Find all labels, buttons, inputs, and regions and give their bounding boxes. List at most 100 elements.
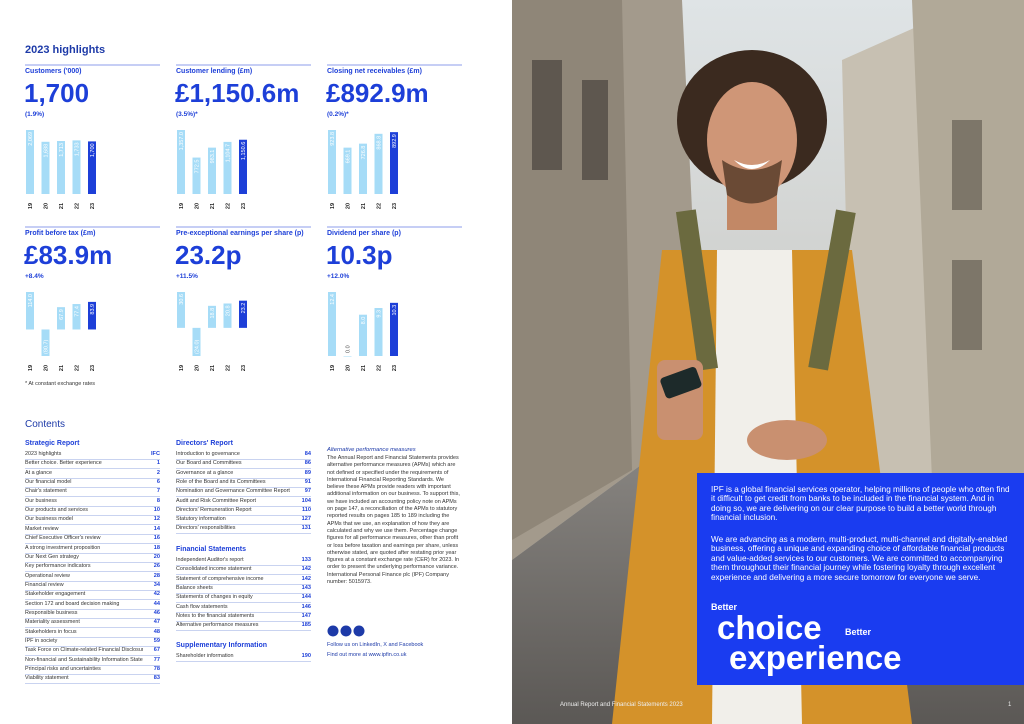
row-rule <box>25 543 160 545</box>
bar <box>177 130 185 194</box>
bar <box>239 139 247 194</box>
contents-page: 67 <box>153 647 160 654</box>
value-label: 0.0 <box>346 345 352 353</box>
contents-item: Our Next Gen strategy <box>25 553 79 560</box>
value-label: 23.2 <box>241 303 247 314</box>
contents-item: Governance at a glance <box>176 469 234 476</box>
row-rule <box>176 486 311 488</box>
page-number: 1 <box>1008 702 1012 708</box>
contents-page: 47 <box>153 619 160 626</box>
category-label: 21 <box>210 365 216 371</box>
contents-page: 16 <box>153 535 160 542</box>
footer-report: Annual Report and Financial Statements 2… <box>560 702 683 708</box>
contents-page: 83 <box>153 675 160 682</box>
contents-item: Introduction to governance <box>176 451 240 457</box>
contents-item: Market review <box>25 525 59 532</box>
contents-item: IPF in society <box>25 638 58 644</box>
contents-page: 46 <box>153 609 160 616</box>
bar <box>328 292 336 356</box>
contents-item: At a glance <box>25 469 52 476</box>
bar <box>223 141 232 194</box>
row-rule <box>176 574 311 576</box>
contents-item: Task Force on Climate-related Financial … <box>25 647 143 654</box>
bar <box>57 307 65 330</box>
value-label: 1,688 <box>44 144 50 158</box>
contents-page: 12 <box>153 516 160 523</box>
contents-item: Responsible business <box>25 609 78 616</box>
contents-item: Non-financial and Sustainability Informa… <box>25 656 143 663</box>
value-label: 12.4 <box>330 294 336 305</box>
row-rule <box>25 571 160 573</box>
category-label: 19 <box>28 365 34 371</box>
contents-page: 147 <box>301 612 311 619</box>
category-label: 23 <box>392 203 398 209</box>
value-label: 67.9 <box>59 309 65 320</box>
contents-page: 10 <box>153 507 160 514</box>
row-rule <box>25 655 160 657</box>
contents-item: Our financial model <box>25 479 72 486</box>
row-rule <box>25 533 160 535</box>
section-title: Directors' Report <box>176 440 233 447</box>
contents-page: 144 <box>301 594 311 601</box>
bar <box>239 300 247 328</box>
category-label: 20 <box>346 203 352 209</box>
category-label: 23 <box>90 365 96 371</box>
contents-item: Cash flow statements <box>176 603 228 610</box>
contents-page: 78 <box>153 666 160 673</box>
row-rule <box>25 487 160 489</box>
category-label: 22 <box>75 365 81 371</box>
value-label: (80.7) <box>44 339 50 354</box>
category-label: 19 <box>179 365 185 371</box>
change: +12.0% <box>327 273 350 280</box>
row-rule <box>176 583 311 585</box>
contents-page: 6 <box>156 479 160 486</box>
chart-title: Closing net receivables (£m) <box>327 68 422 75</box>
contents-page: 142 <box>301 575 311 582</box>
row-rule <box>25 617 160 619</box>
value-label: 10.3 <box>392 305 398 316</box>
bar <box>390 132 398 194</box>
row-rule <box>176 496 311 498</box>
row-rule <box>25 561 160 563</box>
tagline: experience <box>729 639 902 676</box>
change: (3.5%)* <box>176 111 198 118</box>
chart-title: Dividend per share (p) <box>327 230 401 237</box>
bar <box>208 147 216 194</box>
value-label: 30.6 <box>179 294 185 305</box>
value-label: 1,700 <box>90 143 96 157</box>
contents-page: 185 <box>301 622 311 629</box>
row-rule <box>176 468 311 470</box>
contents-item: Statements of changes in equity <box>176 594 253 601</box>
category-label: 20 <box>195 203 201 209</box>
bar <box>343 147 352 194</box>
contents-page: IFC <box>150 451 160 457</box>
value-label: 868.8 <box>377 136 383 150</box>
category-label: 19 <box>330 365 336 371</box>
contents-page: 28 <box>153 572 160 579</box>
value-label: 114.0 <box>28 294 34 307</box>
value-label: 923.8 <box>330 132 336 146</box>
contents-item: Notes to the financial statements <box>176 612 255 619</box>
contents-page: 7 <box>156 488 160 495</box>
row-rule <box>176 477 311 479</box>
row-rule <box>25 459 160 460</box>
section-title: Supplementary Information <box>176 642 268 649</box>
row-rule <box>25 580 160 582</box>
row-rule <box>25 636 160 638</box>
category-label: 23 <box>90 203 96 209</box>
bar <box>328 130 336 194</box>
footnote: * At constant exchange rates <box>25 381 96 387</box>
contents-item: Alternative performance measures <box>176 622 259 629</box>
row-rule <box>176 592 311 594</box>
row-rule <box>25 664 160 666</box>
contents-item: Our products and services <box>25 507 88 514</box>
bar <box>390 302 398 356</box>
website-link[interactable]: Find out more at www.ipfin.co.uk <box>327 652 407 658</box>
bar <box>26 130 34 194</box>
row-rule <box>176 514 311 516</box>
row-rule <box>25 505 160 507</box>
intro-paragraph: IPF is a global financial services opera… <box>711 485 1010 523</box>
row-rule <box>25 589 160 591</box>
contents-item: Materiality assessment <box>25 619 80 626</box>
row-rule <box>176 611 311 613</box>
